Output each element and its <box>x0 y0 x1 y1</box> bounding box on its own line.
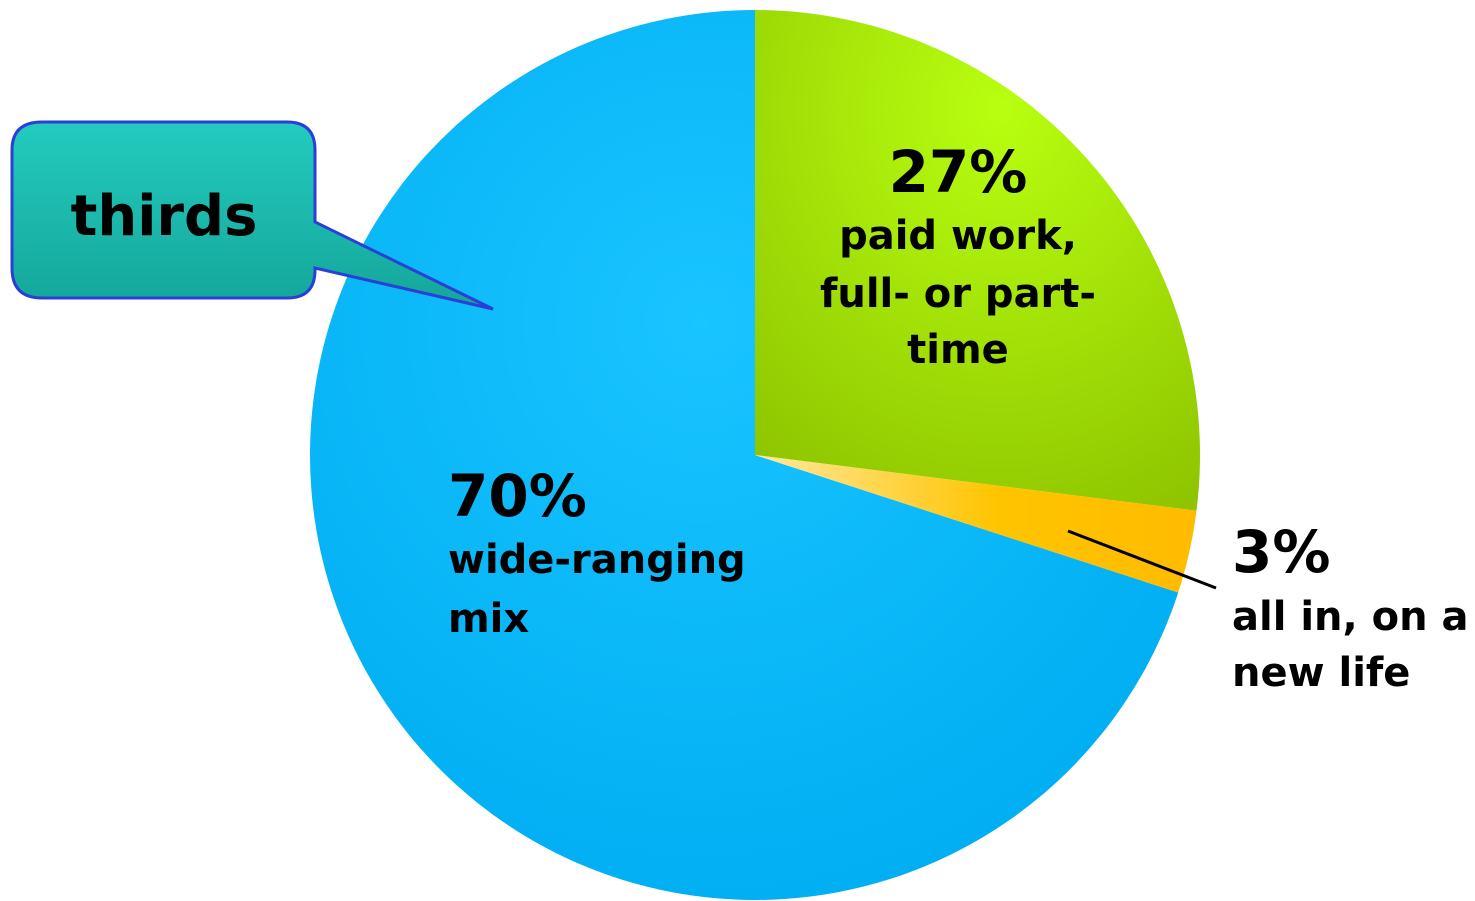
callout-box: thirds <box>10 120 494 311</box>
slice-description-line: paid work, <box>839 213 1077 259</box>
callout-shape <box>10 120 494 311</box>
slice-percent-label: 70% <box>448 462 587 530</box>
callout-text: thirds <box>71 184 258 249</box>
slice-label-3: 3% all in, on a new life <box>1232 518 1469 696</box>
slice-description-line: wide-ranging <box>448 537 746 583</box>
slice-label-70: 70% wide-ranging mix <box>448 462 746 642</box>
slice-description-line: time <box>907 327 1009 373</box>
slice-paid-work <box>755 10 1200 511</box>
slice-description-line: new life <box>1232 650 1410 696</box>
slice-wide-ranging-mix <box>309 10 1179 900</box>
slice-description-line: mix <box>448 596 529 642</box>
slice-label-27: 27% paid work, full- or part- time <box>820 138 1096 373</box>
leader-line-3-percent <box>1067 529 1217 590</box>
slice-percent-label: 3% <box>1232 518 1330 586</box>
pie-slices <box>309 10 1200 900</box>
slice-all-in-new-life <box>755 455 1197 593</box>
slice-percent-label: 27% <box>889 138 1028 206</box>
slice-description-line: all in, on a <box>1232 594 1469 640</box>
slice-description-line: full- or part- <box>820 271 1096 317</box>
